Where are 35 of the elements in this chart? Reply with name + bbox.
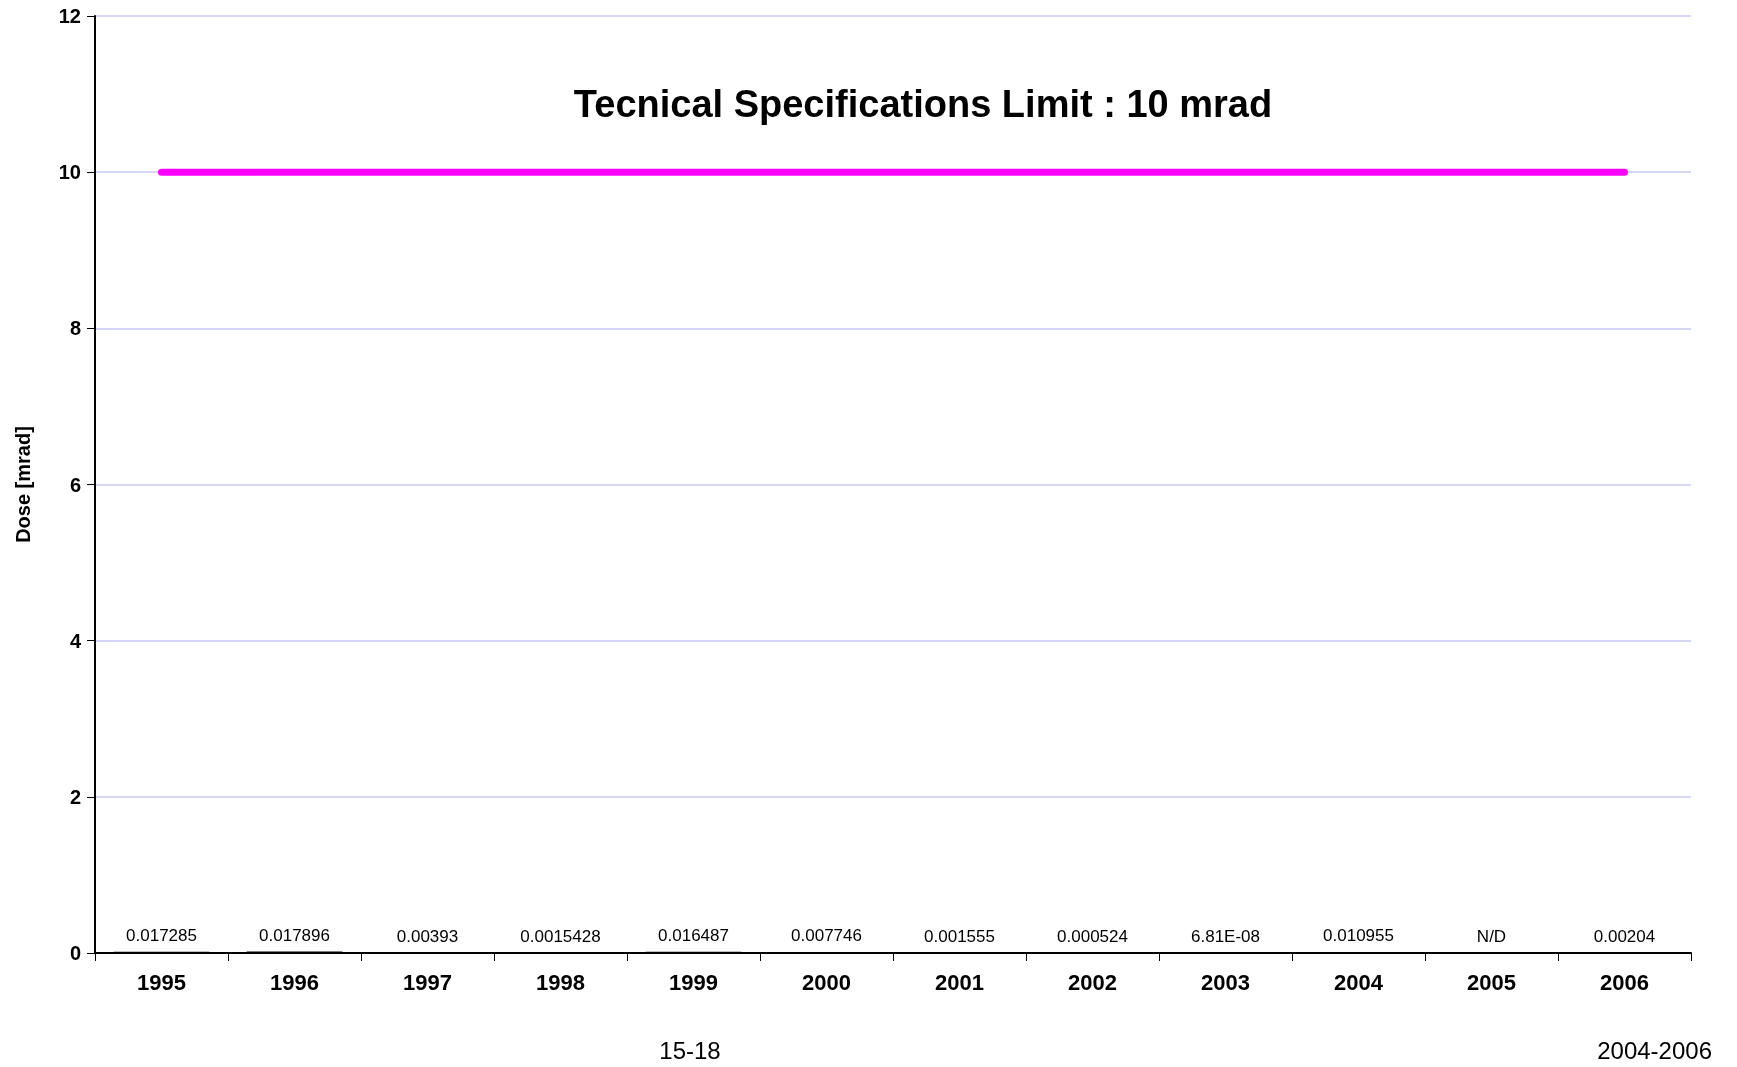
text: N/D xyxy=(1476,927,1507,946)
data-label: 0.010955 xyxy=(1323,926,1394,946)
data-label: 0.001555 xyxy=(924,926,995,946)
x-tick-label: 2006 xyxy=(1600,969,1649,995)
data-label: 0.016487 xyxy=(658,925,729,945)
text: 15-18 xyxy=(659,1036,721,1064)
y-tick-label: 0 xyxy=(69,942,81,964)
x-tick-label: 1999 xyxy=(669,969,718,995)
data-label: 0.00393 xyxy=(396,926,459,946)
y-tick-label: 4 xyxy=(69,629,82,652)
data-label: 0.007746 xyxy=(791,926,862,946)
text: 2004-2006 xyxy=(1597,1036,1712,1064)
x-tick-label: 1996 xyxy=(270,969,319,995)
data-label: 0.017896 xyxy=(259,925,330,945)
y-tick-label: 8 xyxy=(69,317,81,340)
x-tick-label: 1997 xyxy=(403,969,452,995)
data-label: 0.017285 xyxy=(126,925,197,945)
x-tick-label: 2003 xyxy=(1201,969,1250,995)
x-tick-label: 2002 xyxy=(1068,969,1117,995)
data-label: 0.000524 xyxy=(1057,926,1128,946)
x-tick-label: 2000 xyxy=(802,969,851,995)
data-label: 6.81E-08 xyxy=(1191,927,1260,946)
y-axis-title: Dose [mrad] xyxy=(12,426,34,543)
x-tick-label: 2005 xyxy=(1467,969,1516,995)
y-tick-label: 10 xyxy=(58,161,81,184)
x-tick-label: 2001 xyxy=(935,969,984,995)
y-tick-label: 2 xyxy=(69,785,81,808)
x-tick-label: 2004 xyxy=(1334,969,1384,995)
y-tick-label: 6 xyxy=(69,473,81,496)
y-tick-label: 12 xyxy=(58,5,81,27)
x-tick-label: 1998 xyxy=(536,969,585,995)
data-label: 0.00204 xyxy=(1593,926,1656,946)
x-tick-label: 1995 xyxy=(137,969,186,995)
data-label: 0.0015428 xyxy=(520,926,601,946)
annotation: Tecnical Specifications Limit : 10 mrad xyxy=(573,83,1273,126)
